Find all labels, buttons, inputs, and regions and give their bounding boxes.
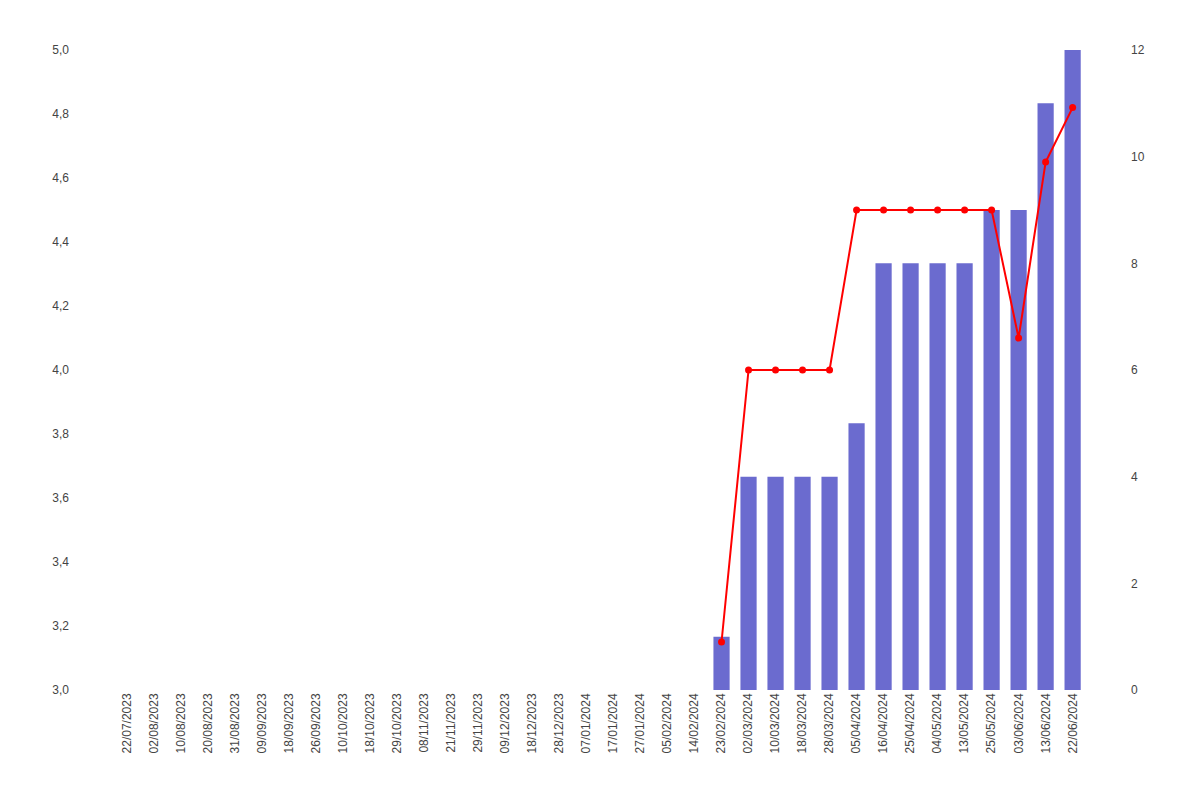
svg-text:10/08/2023: 10/08/2023 <box>174 693 188 753</box>
svg-text:10: 10 <box>1131 150 1145 164</box>
svg-text:21/11/2023: 21/11/2023 <box>444 693 458 752</box>
svg-text:31/08/2023: 31/08/2023 <box>228 693 242 753</box>
svg-text:3,0: 3,0 <box>52 683 69 697</box>
svg-text:3,6: 3,6 <box>52 491 69 505</box>
svg-text:04/05/2024: 04/05/2024 <box>930 693 944 753</box>
svg-text:12: 12 <box>1131 43 1145 57</box>
svg-text:4,4: 4,4 <box>52 235 69 249</box>
svg-text:05/04/2024: 05/04/2024 <box>849 693 863 753</box>
svg-text:26/09/2023: 26/09/2023 <box>309 693 323 753</box>
svg-text:4,0: 4,0 <box>52 363 69 377</box>
svg-text:17/01/2024: 17/01/2024 <box>606 693 620 753</box>
svg-text:10/10/2023: 10/10/2023 <box>336 693 350 753</box>
svg-text:28/12/2023: 28/12/2023 <box>552 693 566 753</box>
svg-text:4: 4 <box>1131 470 1138 484</box>
svg-text:14/02/2024: 14/02/2024 <box>687 693 701 753</box>
svg-text:10/03/2024: 10/03/2024 <box>768 693 782 753</box>
svg-text:05/02/2024: 05/02/2024 <box>660 693 674 753</box>
svg-text:29/10/2023: 29/10/2023 <box>390 693 404 753</box>
svg-text:3,2: 3,2 <box>52 619 69 633</box>
svg-text:07/01/2024: 07/01/2024 <box>579 693 593 753</box>
svg-text:08/11/2023: 08/11/2023 <box>417 693 431 752</box>
svg-text:25/05/2024: 25/05/2024 <box>985 693 999 753</box>
svg-text:03/06/2024: 03/06/2024 <box>1012 693 1026 753</box>
svg-text:09/09/2023: 09/09/2023 <box>255 693 269 753</box>
svg-text:2: 2 <box>1131 577 1138 591</box>
svg-text:18/10/2023: 18/10/2023 <box>363 693 377 753</box>
svg-text:3,4: 3,4 <box>52 555 69 569</box>
svg-text:23/02/2024: 23/02/2024 <box>714 693 728 753</box>
svg-text:5,0: 5,0 <box>52 43 69 57</box>
svg-text:22/07/2023: 22/07/2023 <box>120 693 134 753</box>
svg-text:02/08/2023: 02/08/2023 <box>147 693 161 753</box>
svg-text:6: 6 <box>1131 363 1138 377</box>
svg-text:8: 8 <box>1131 257 1138 271</box>
svg-text:25/04/2024: 25/04/2024 <box>903 693 917 753</box>
svg-text:27/01/2024: 27/01/2024 <box>633 693 647 753</box>
svg-text:22/06/2024: 22/06/2024 <box>1066 693 1080 753</box>
svg-text:13/06/2024: 13/06/2024 <box>1039 693 1053 753</box>
svg-text:0: 0 <box>1131 683 1138 697</box>
svg-text:18/12/2023: 18/12/2023 <box>525 693 539 753</box>
svg-text:28/03/2024: 28/03/2024 <box>822 693 836 753</box>
svg-text:3,8: 3,8 <box>52 427 69 441</box>
svg-text:20/08/2023: 20/08/2023 <box>201 693 215 753</box>
svg-text:4,2: 4,2 <box>52 299 69 313</box>
svg-text:13/05/2024: 13/05/2024 <box>958 693 972 753</box>
svg-text:4,8: 4,8 <box>52 107 69 121</box>
svg-text:09/12/2023: 09/12/2023 <box>498 693 512 753</box>
svg-text:29/11/2023: 29/11/2023 <box>471 693 485 752</box>
svg-text:4,6: 4,6 <box>52 171 69 185</box>
svg-text:18/03/2024: 18/03/2024 <box>795 693 809 753</box>
svg-text:16/04/2024: 16/04/2024 <box>876 693 890 753</box>
svg-text:18/09/2023: 18/09/2023 <box>282 693 296 753</box>
svg-text:02/03/2024: 02/03/2024 <box>741 693 755 753</box>
